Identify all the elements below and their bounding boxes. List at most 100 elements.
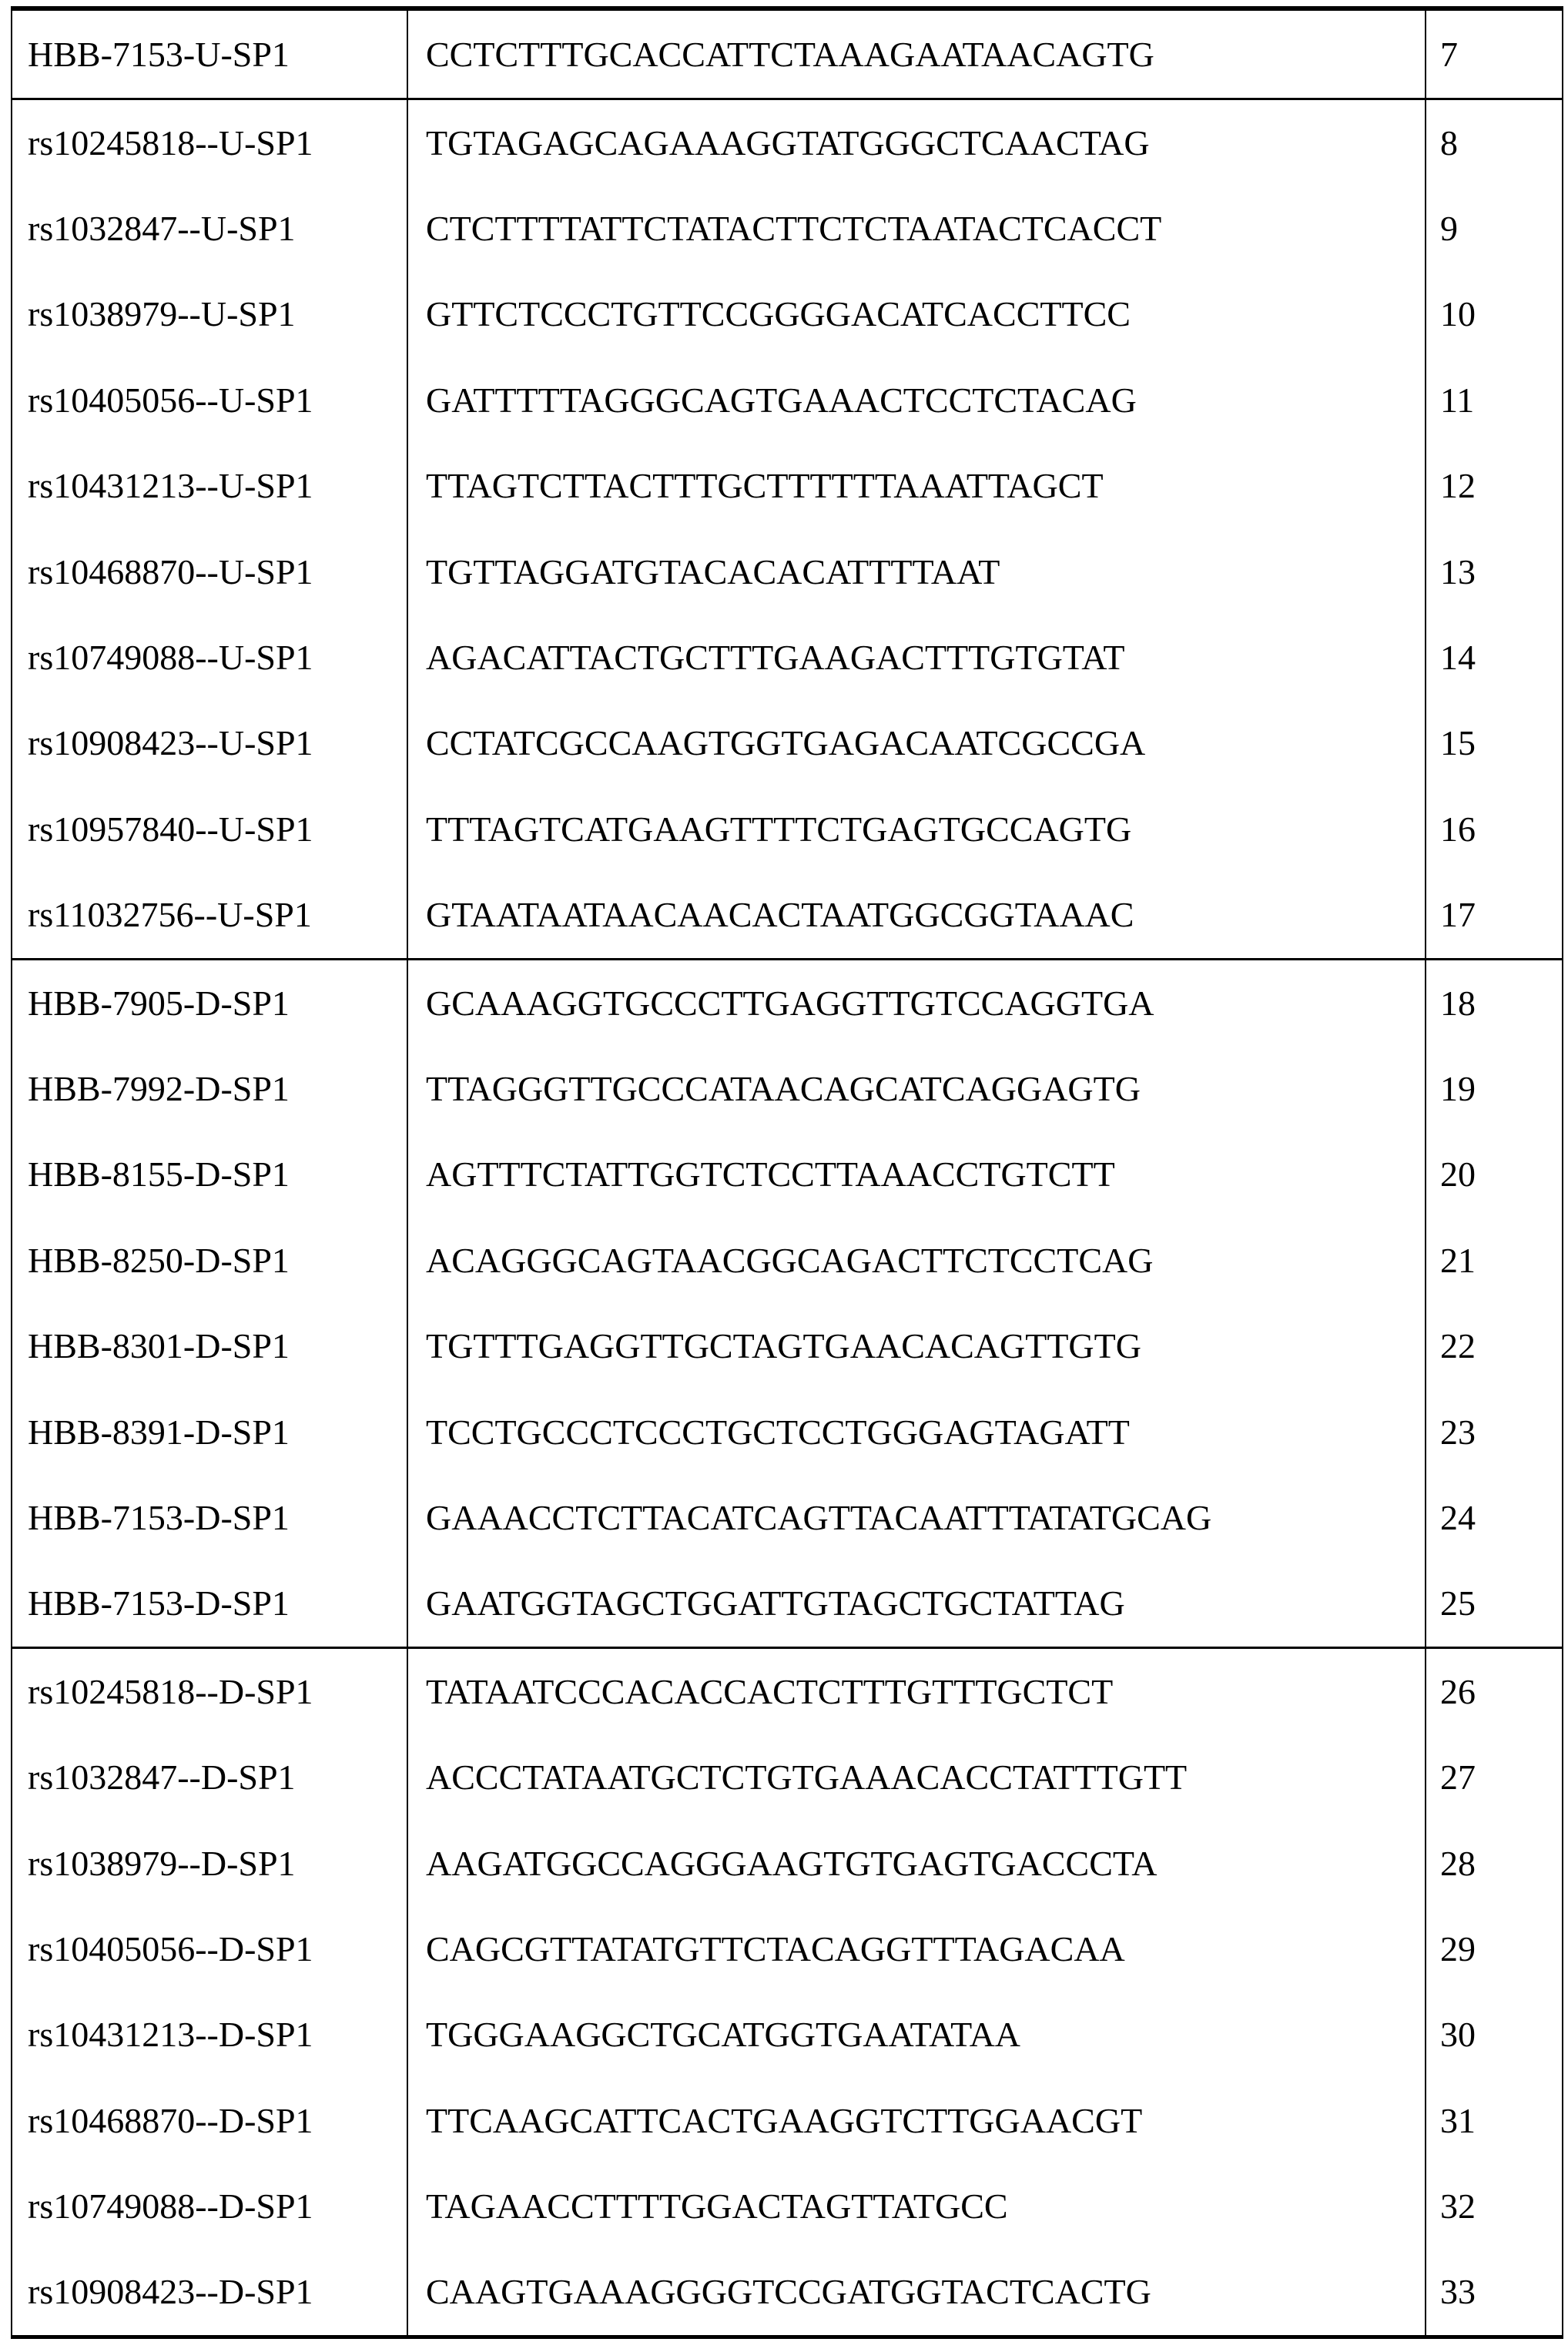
table-row: HBB-8301-D-SP1TGTTTGAGGTTGCTAGTGAACACAGT… <box>12 1303 1562 1389</box>
sequence-cell: TCCTGCCCTCCCTGCTCCTGGGAGTAGATT <box>408 1389 1426 1475</box>
sequence-cell: TATAATCCCACACCACTCTTTGTTTGCTCT <box>408 1649 1426 1734</box>
sequence-cell: GAAACCTCTTACATCAGTTACAATTTATATGCAG <box>408 1475 1426 1560</box>
seq-id-cell: 27 <box>1426 1734 1562 1820</box>
sequence-cell: TGTAGAGCAGAAAGGTATGGGCTCAACTAG <box>408 100 1426 186</box>
table-row: HBB-7153-D-SP1GAAACCTCTTACATCAGTTACAATTT… <box>12 1475 1562 1560</box>
sequence-cell: TTTAGTCATGAAGTTTTCTGAGTGCCAGTG <box>408 786 1426 872</box>
seq-id-cell: 18 <box>1426 960 1562 1046</box>
primer-name-cell: HBB-7153-D-SP1 <box>12 1561 408 1647</box>
seq-id-cell: 19 <box>1426 1046 1562 1131</box>
table-row: rs10405056--D-SP1CAGCGTTATATGTTCTACAGGTT… <box>12 1906 1562 1992</box>
primer-name-cell: rs10468870--U-SP1 <box>12 529 408 615</box>
seq-id-cell: 20 <box>1426 1132 1562 1218</box>
sequence-cell: TTAGTCTTACTTTGCTTTTTTAAATTAGCT <box>408 444 1426 529</box>
sequence-cell: TTAGGGTTGCCCATAACAGCATCAGGAGTG <box>408 1046 1426 1131</box>
primer-name-cell: rs10245818--D-SP1 <box>12 1649 408 1734</box>
seq-id-cell: 7 <box>1426 11 1562 98</box>
seq-id-cell: 13 <box>1426 529 1562 615</box>
seq-id-cell: 8 <box>1426 100 1562 186</box>
sequence-cell: CCTATCGCCAAGTGGTGAGACAATCGCCGA <box>408 701 1426 786</box>
seq-id-cell: 12 <box>1426 444 1562 529</box>
sequence-cell: TGTTAGGATGTACACACATTTTAAT <box>408 529 1426 615</box>
seq-id-cell: 26 <box>1426 1649 1562 1734</box>
primer-name-cell: rs10908423--U-SP1 <box>12 701 408 786</box>
primer-name-cell: HBB-8301-D-SP1 <box>12 1303 408 1389</box>
primer-name-cell: rs10405056--U-SP1 <box>12 357 408 443</box>
primer-name-cell: rs10405056--D-SP1 <box>12 1906 408 1992</box>
table-row: HBB-8155-D-SP1AGTTTCTATTGGTCTCCTTAAACCTG… <box>12 1132 1562 1218</box>
primer-name-cell: HBB-7153-U-SP1 <box>12 11 408 98</box>
table-row: HBB-7153-U-SP1CCTCTTTGCACCATTCTAAAGAATAA… <box>12 11 1562 98</box>
table-row: HBB-8391-D-SP1TCCTGCCCTCCCTGCTCCTGGGAGTA… <box>12 1389 1562 1475</box>
seq-id-cell: 33 <box>1426 2250 1562 2335</box>
table-row: HBB-7153-D-SP1GAATGGTAGCTGGATTGTAGCTGCTA… <box>12 1561 1562 1647</box>
table-row: rs10749088--D-SP1TAGAACCTTTTGGACTAGTTATG… <box>12 2163 1562 2249</box>
table-row: rs10431213--D-SP1TGGGAAGGCTGCATGGTGAATAT… <box>12 1992 1562 2078</box>
seq-id-cell: 29 <box>1426 1906 1562 1992</box>
sequence-cell: GTAATAATAACAACACTAATGGCGGTAAAC <box>408 873 1426 958</box>
primer-name-cell: rs1038979--U-SP1 <box>12 272 408 357</box>
seq-id-cell: 14 <box>1426 615 1562 700</box>
sequence-cell: GTTCTCCCTGTTCCGGGGACATCACCTTCC <box>408 272 1426 357</box>
table-row: rs10957840--U-SP1TTTAGTCATGAAGTTTTCTGAGT… <box>12 786 1562 872</box>
table-row: HBB-7905-D-SP1GCAAAGGTGCCCTTGAGGTTGTCCAG… <box>12 960 1562 1046</box>
primer-name-cell: HBB-7905-D-SP1 <box>12 960 408 1046</box>
primer-name-cell: rs1032847--U-SP1 <box>12 186 408 271</box>
seq-id-cell: 16 <box>1426 786 1562 872</box>
sequence-cell: TTCAAGCATTCACTGAAGGTCTTGGAACGT <box>408 2078 1426 2163</box>
seq-id-cell: 9 <box>1426 186 1562 271</box>
primer-name-cell: rs10908423--D-SP1 <box>12 2250 408 2335</box>
sequence-cell: CAAGTGAAAGGGGTCCGATGGTACTCACTG <box>408 2250 1426 2335</box>
table-row: rs10468870--D-SP1TTCAAGCATTCACTGAAGGTCTT… <box>12 2078 1562 2163</box>
primer-name-cell: rs11032756--U-SP1 <box>12 873 408 958</box>
primer-name-cell: rs10431213--D-SP1 <box>12 1992 408 2078</box>
table-row: rs10245818--U-SP1TGTAGAGCAGAAAGGTATGGGCT… <box>12 100 1562 186</box>
primer-name-cell: rs10468870--D-SP1 <box>12 2078 408 2163</box>
seq-id-cell: 24 <box>1426 1475 1562 1560</box>
primer-name-cell: rs10749088--D-SP1 <box>12 2163 408 2249</box>
primer-name-cell: HBB-8391-D-SP1 <box>12 1389 408 1475</box>
table-row: rs10908423--D-SP1CAAGTGAAAGGGGTCCGATGGTA… <box>12 2250 1562 2335</box>
table-row: rs10245818--D-SP1TATAATCCCACACCACTCTTTGT… <box>12 1649 1562 1734</box>
seq-id-cell: 11 <box>1426 357 1562 443</box>
primer-name-cell: rs10749088--U-SP1 <box>12 615 408 700</box>
sequence-cell: CTCTTTTATTCTATACTTCTCTAATACTCACCT <box>408 186 1426 271</box>
primer-name-cell: HBB-7992-D-SP1 <box>12 1046 408 1131</box>
seq-id-cell: 17 <box>1426 873 1562 958</box>
sequence-cell: TGGGAAGGCTGCATGGTGAATATAA <box>408 1992 1426 2078</box>
seq-id-cell: 30 <box>1426 1992 1562 2078</box>
table-row-group: HBB-7153-U-SP1CCTCTTTGCACCATTCTAAAGAATAA… <box>12 11 1562 98</box>
table-row: rs1032847--D-SP1ACCCTATAATGCTCTGTGAAACAC… <box>12 1734 1562 1820</box>
table-row: rs10468870--U-SP1TGTTAGGATGTACACACATTTTA… <box>12 529 1562 615</box>
table-row: rs1038979--U-SP1GTTCTCCCTGTTCCGGGGACATCA… <box>12 272 1562 357</box>
sequence-cell: CCTCTTTGCACCATTCTAAAGAATAACAGTG <box>408 11 1426 98</box>
sequence-cell: CAGCGTTATATGTTCTACAGGTTTAGACAA <box>408 1906 1426 1992</box>
table-row: rs10908423--U-SP1CCTATCGCCAAGTGGTGAGACAA… <box>12 701 1562 786</box>
sequence-cell: ACCCTATAATGCTCTGTGAAACACCTATTTGTT <box>408 1734 1426 1820</box>
seq-id-cell: 10 <box>1426 272 1562 357</box>
table-row: HBB-7992-D-SP1TTAGGGTTGCCCATAACAGCATCAGG… <box>12 1046 1562 1131</box>
sequence-cell: GCAAAGGTGCCCTTGAGGTTGTCCAGGTGA <box>408 960 1426 1046</box>
table-row: rs10749088--U-SP1AGACATTACTGCTTTGAAGACTT… <box>12 615 1562 700</box>
seq-id-cell: 28 <box>1426 1821 1562 1906</box>
primer-name-cell: rs1038979--D-SP1 <box>12 1821 408 1906</box>
sequence-cell: AGTTTCTATTGGTCTCCTTAAACCTGTCTT <box>408 1132 1426 1218</box>
table-row: rs1038979--D-SP1AAGATGGCCAGGGAAGTGTGAGTG… <box>12 1821 1562 1906</box>
table-row: rs10405056--U-SP1GATTTTTAGGGCAGTGAAACTCC… <box>12 357 1562 443</box>
seq-id-cell: 32 <box>1426 2163 1562 2249</box>
seq-id-cell: 31 <box>1426 2078 1562 2163</box>
primer-sequence-table: HBB-7153-U-SP1CCTCTTTGCACCATTCTAAAGAATAA… <box>11 6 1563 2339</box>
sequence-cell: TGTTTGAGGTTGCTAGTGAACACAGTTGTG <box>408 1303 1426 1389</box>
table-row-group: rs10245818--D-SP1TATAATCCCACACCACTCTTTGT… <box>12 1647 1562 2335</box>
table-row: HBB-8250-D-SP1ACAGGGCAGTAACGGCAGACTTCTCC… <box>12 1218 1562 1303</box>
table-row: rs10431213--U-SP1TTAGTCTTACTTTGCTTTTTTAA… <box>12 444 1562 529</box>
seq-id-cell: 15 <box>1426 701 1562 786</box>
table-row-group: HBB-7905-D-SP1GCAAAGGTGCCCTTGAGGTTGTCCAG… <box>12 958 1562 1647</box>
table-row: rs1032847--U-SP1CTCTTTTATTCTATACTTCTCTAA… <box>12 186 1562 271</box>
seq-id-cell: 21 <box>1426 1218 1562 1303</box>
primer-name-cell: rs10957840--U-SP1 <box>12 786 408 872</box>
sequence-cell: GAATGGTAGCTGGATTGTAGCTGCTATTAG <box>408 1561 1426 1647</box>
table-row: rs11032756--U-SP1GTAATAATAACAACACTAATGGC… <box>12 873 1562 958</box>
primer-name-cell: HBB-8155-D-SP1 <box>12 1132 408 1218</box>
primer-name-cell: HBB-8250-D-SP1 <box>12 1218 408 1303</box>
